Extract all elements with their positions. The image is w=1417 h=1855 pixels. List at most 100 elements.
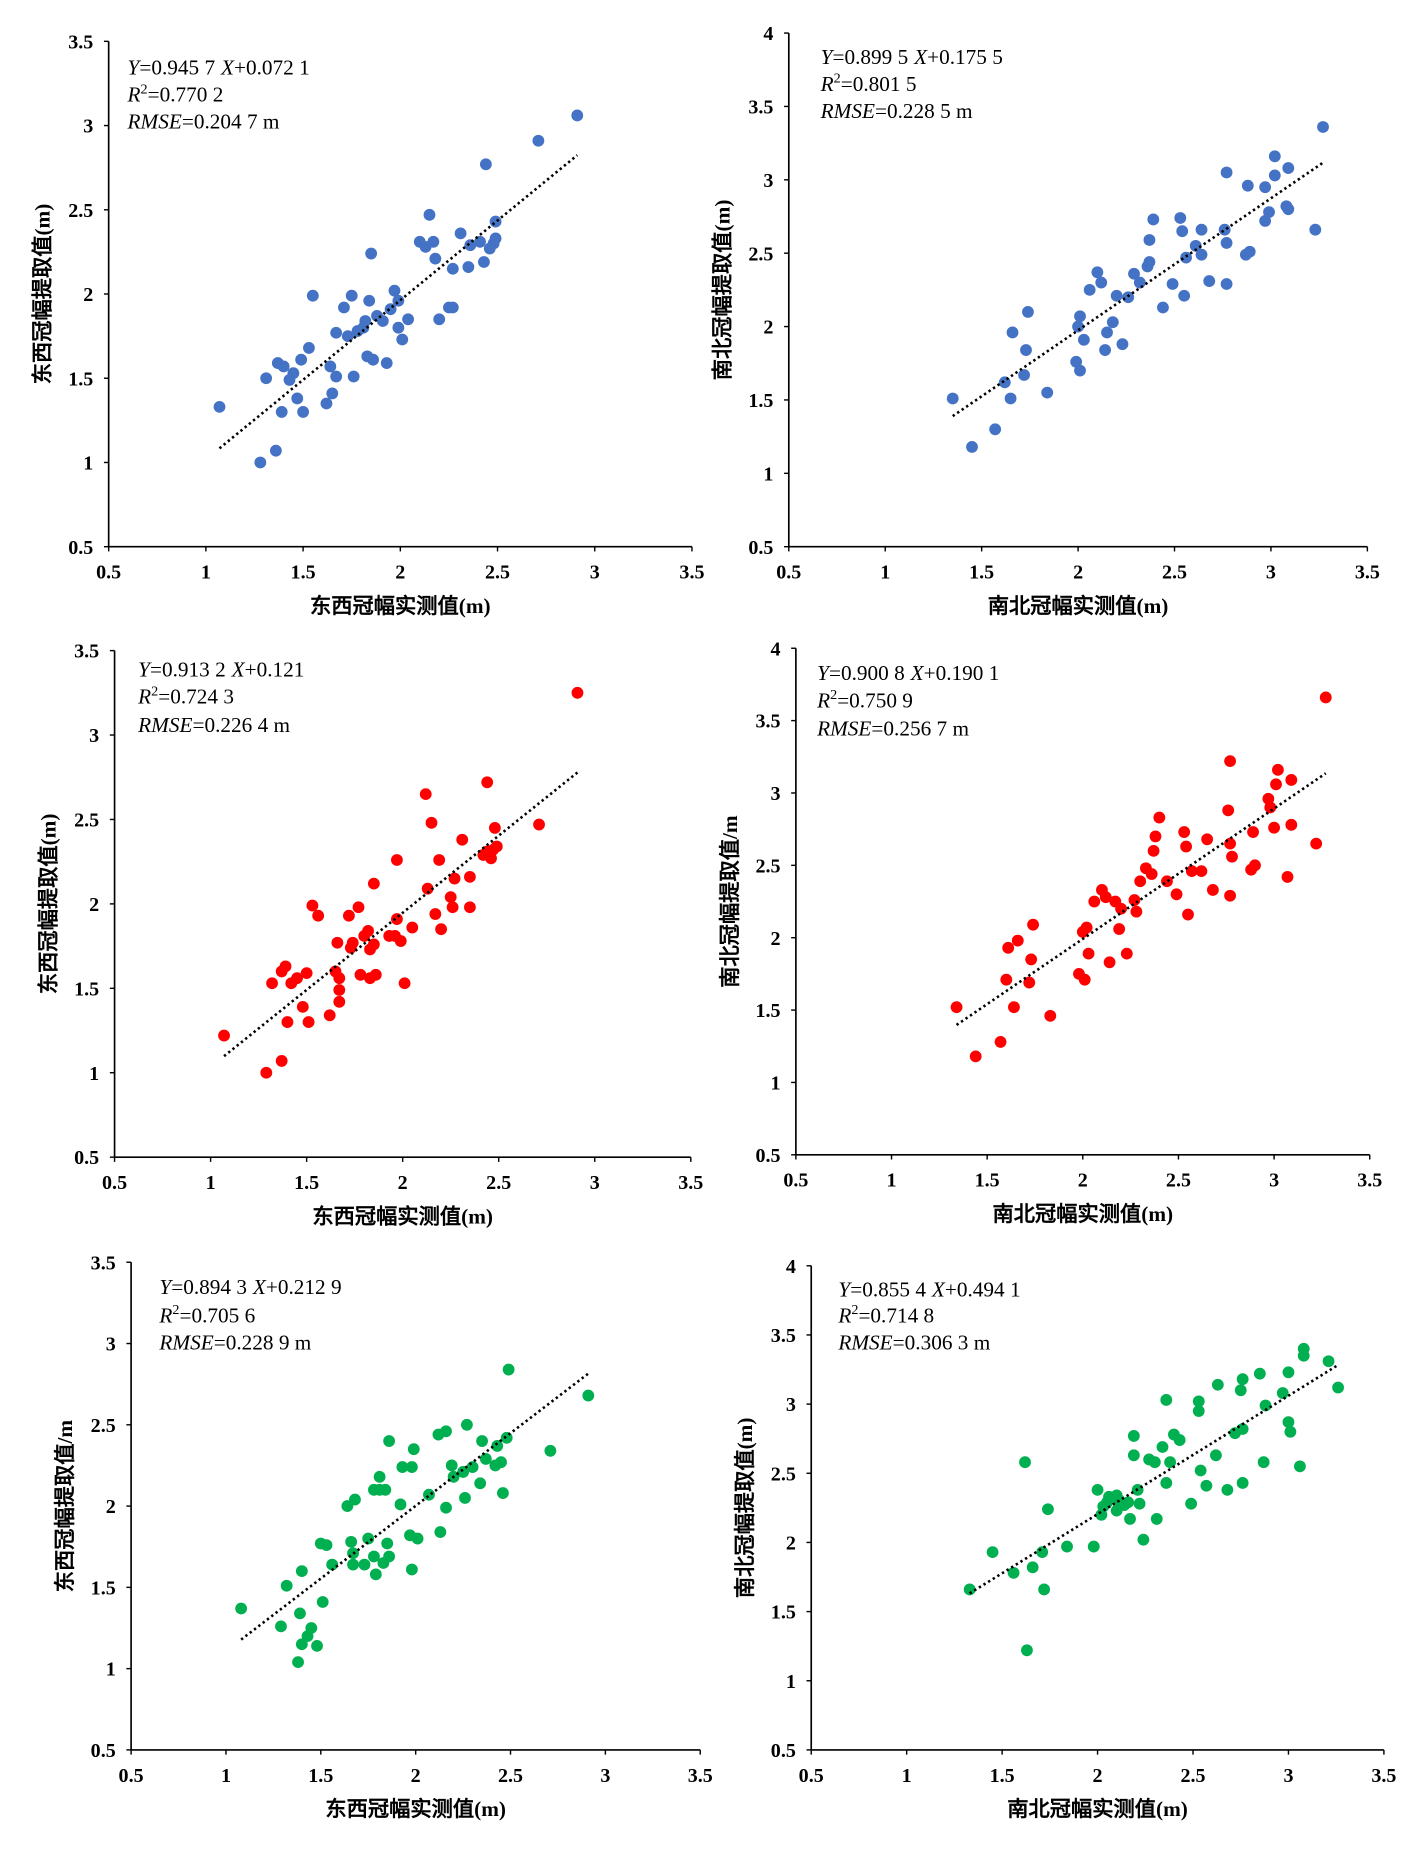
data-point (281, 1016, 294, 1028)
rmse-label: RMSE=0.204 7 m (127, 110, 280, 134)
rmse-value: =0.204 7 m (182, 110, 280, 134)
data-point (1133, 276, 1146, 289)
data-point (1182, 908, 1194, 921)
y-tick-label: 4 (786, 1256, 796, 1278)
r-squared-value: =0.705 6 (180, 1303, 256, 1327)
data-point (296, 1000, 309, 1013)
data-point (1201, 833, 1214, 846)
data-point (367, 353, 380, 366)
r-squared-label: R2=0.801 5 (820, 71, 917, 96)
r-squared-value: =0.770 2 (148, 83, 224, 107)
data-point (1236, 1423, 1249, 1435)
data-point (419, 788, 432, 801)
data-point (352, 901, 365, 914)
data-point (392, 294, 405, 307)
intercept-value: +0.175 5 (927, 45, 1003, 69)
data-point (433, 854, 446, 866)
data-point (1220, 237, 1233, 249)
rmse-label: RMSE=0.256 7 m (816, 717, 969, 741)
data-point (1174, 212, 1187, 224)
y-tick-label: 2 (770, 928, 780, 950)
data-point (969, 1050, 982, 1063)
y-tick-label: 2 (763, 317, 773, 339)
rmse-symbol: RMSE (816, 717, 871, 741)
y-tick-label: 1 (106, 1659, 116, 1681)
x-tick-label: 3 (1266, 562, 1276, 584)
data-point (306, 899, 319, 912)
data-point (1145, 868, 1158, 880)
data-point (1236, 1477, 1249, 1489)
data-point (571, 109, 584, 122)
data-point (989, 423, 1002, 436)
data-point (444, 891, 457, 904)
data-point (1022, 305, 1034, 318)
x-tick-label: 3.5 (1357, 1170, 1382, 1192)
data-point (1180, 840, 1193, 853)
data-point (369, 968, 382, 981)
data-point (966, 441, 978, 453)
data-point (330, 326, 343, 339)
regression-equation: Y=0.855 4 X+0.494 1 (838, 1277, 1020, 1301)
data-point (1285, 818, 1298, 831)
data-point (260, 372, 273, 385)
y-tick-label: 0.5 (771, 1740, 796, 1762)
data-point (1091, 1483, 1104, 1496)
data-point (407, 1443, 420, 1456)
data-point (1006, 326, 1019, 339)
y-tick-label: 3 (770, 783, 780, 805)
y-axis-label: 南北冠幅提取值/m (717, 815, 742, 988)
y-tick-label: 1 (770, 1073, 780, 1095)
data-point (326, 1558, 339, 1571)
data-point (1285, 774, 1298, 786)
data-point (1166, 278, 1179, 290)
data-point (500, 1431, 513, 1444)
data-point (1268, 821, 1280, 834)
data-point (1026, 1561, 1039, 1574)
y-tick-label: 2 (106, 1496, 116, 1518)
data-point (373, 1470, 386, 1483)
data-point (1236, 1373, 1249, 1386)
y-tick-label: 2.5 (755, 855, 780, 877)
data-point (456, 833, 469, 846)
data-point (1061, 1540, 1073, 1553)
data-point (294, 1607, 306, 1620)
x-tick-label: 1 (201, 562, 211, 584)
data-point (544, 1444, 557, 1457)
x-tick-label: 1 (206, 1172, 216, 1194)
x-tick-label: 2.5 (1180, 1765, 1205, 1787)
data-point (1128, 894, 1141, 906)
data-point (235, 1602, 248, 1615)
data-point (1224, 889, 1237, 902)
data-point (1128, 267, 1140, 280)
y-tick-label: 3 (786, 1394, 796, 1416)
data-point (1127, 1430, 1140, 1442)
data-point (445, 1459, 458, 1472)
data-point (1160, 1477, 1173, 1489)
data-point (1002, 941, 1015, 954)
y-tick-label: 0.5 (755, 1145, 780, 1167)
data-point (349, 1493, 361, 1506)
x-tick-label: 1 (880, 562, 890, 584)
data-point (1099, 891, 1112, 904)
data-point (291, 972, 303, 985)
data-point (582, 1389, 595, 1402)
data-point (394, 1498, 407, 1511)
intercept-value: +0.494 1 (945, 1277, 1021, 1301)
data-point (338, 301, 350, 314)
data-point (481, 776, 494, 789)
data-point (266, 977, 278, 990)
data-point (333, 972, 346, 985)
data-point (425, 816, 438, 829)
y-tick-label: 1.5 (91, 1577, 116, 1599)
data-point (474, 1477, 487, 1490)
data-point (275, 406, 288, 418)
data-point (1176, 225, 1189, 238)
slope-value: =0.945 7 (139, 55, 215, 79)
x-tick-label: 2.5 (498, 1765, 523, 1787)
x-tick-label: 3.5 (679, 562, 704, 584)
data-point (1011, 934, 1024, 947)
x-tick-label: 0.5 (96, 562, 121, 584)
data-point (326, 387, 339, 400)
x-variable: X (220, 55, 235, 79)
data-point (1317, 121, 1329, 133)
